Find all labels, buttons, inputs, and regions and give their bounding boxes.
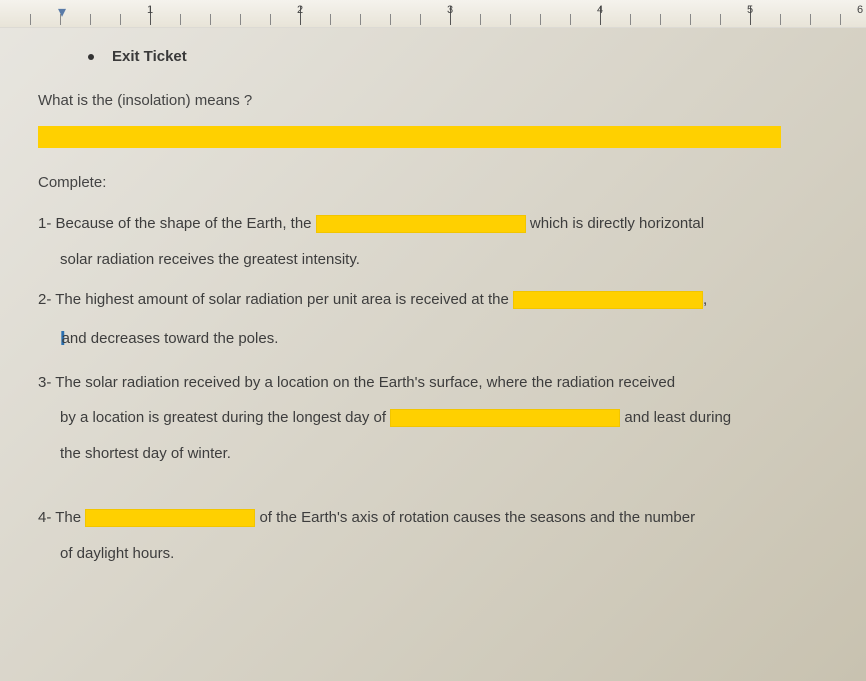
bullet-heading: Exit Ticket xyxy=(88,46,828,68)
q4-post: of the Earth's axis of rotation causes t… xyxy=(259,509,695,526)
q2-pre: 2- The highest amount of solar radiation… xyxy=(38,291,509,308)
ruler-label-1: 1 xyxy=(147,4,153,16)
question-1: 1- Because of the shape of the Earth, th… xyxy=(38,213,828,271)
q2-cont: and decreases toward the poles. xyxy=(62,330,279,347)
question-4: 4- The of the Earth's axis of rotation c… xyxy=(38,507,828,565)
question-intro: What is the (insolation) means ? xyxy=(38,90,828,112)
ruler: ▾ 1 2 3 4 5 6 xyxy=(0,0,866,28)
q2-blank[interactable] xyxy=(513,291,703,309)
q1-pre: 1- Because of the shape of the Earth, th… xyxy=(38,215,312,232)
question-3: 3- The solar radiation received by a loc… xyxy=(38,372,828,465)
q4-cont: of daylight hours. xyxy=(60,543,828,565)
q4-blank[interactable] xyxy=(85,509,255,527)
answer-blank-long[interactable] xyxy=(38,126,781,148)
q3-line3: the shortest day of winter. xyxy=(60,443,828,465)
q3-blank[interactable] xyxy=(390,409,620,427)
q3-line2a: by a location is greatest during the lon… xyxy=(60,409,386,426)
question-2: 2- The highest amount of solar radiation… xyxy=(38,289,828,354)
q1-post: which is directly horizontal xyxy=(530,215,704,232)
bullet-icon xyxy=(88,54,94,60)
q1-cont: solar radiation receives the greatest in… xyxy=(60,249,828,271)
complete-label: Complete: xyxy=(38,172,828,194)
ruler-label-6: 6 xyxy=(857,4,863,16)
heading-text: Exit Ticket xyxy=(112,46,187,68)
ruler-label-3: 3 xyxy=(447,4,453,16)
q4-pre: 4- The xyxy=(38,509,81,526)
ruler-label-4: 4 xyxy=(597,4,603,16)
document-page: Exit Ticket What is the (insolation) mea… xyxy=(0,28,866,564)
q1-blank[interactable] xyxy=(316,215,526,233)
ruler-label-5: 5 xyxy=(747,4,753,16)
q3-line2b: and least during xyxy=(624,409,731,426)
ruler-label-2: 2 xyxy=(297,4,303,16)
q3-line1: 3- The solar radiation received by a loc… xyxy=(38,372,828,394)
